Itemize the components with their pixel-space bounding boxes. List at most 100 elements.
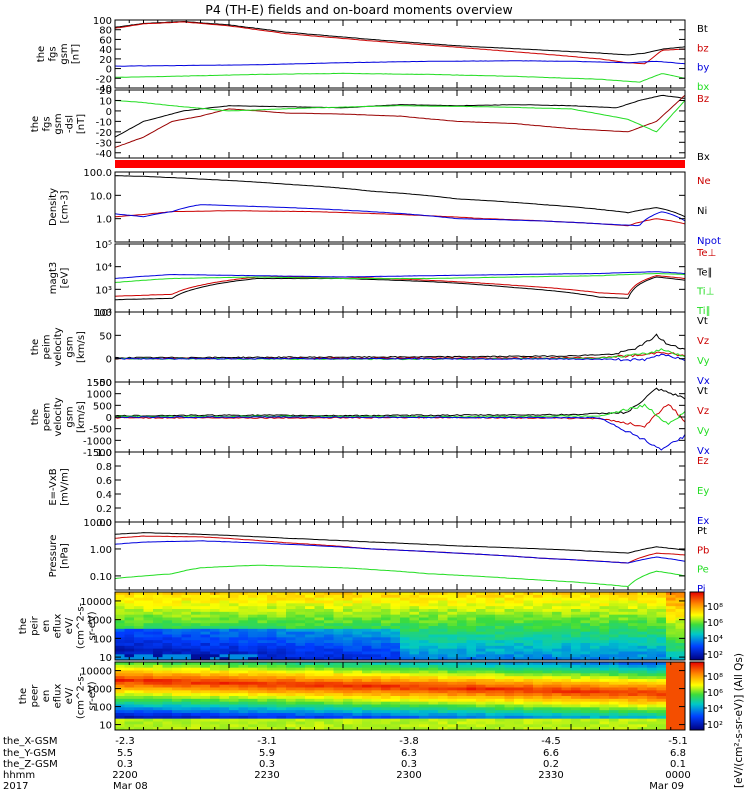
legend-entry: Pi bbox=[697, 584, 706, 595]
y-tick-label: 10⁵ bbox=[95, 240, 112, 251]
legend-entry: Vy bbox=[697, 356, 710, 367]
series-Ti⊥ bbox=[115, 271, 685, 279]
y-axis-label: the bbox=[30, 116, 41, 132]
legend-entry: bx bbox=[697, 82, 709, 93]
y-axis-label: gsm bbox=[59, 43, 70, 64]
y-axis-label: [mV/m] bbox=[60, 468, 71, 506]
y-tick-label: 100 bbox=[93, 703, 112, 714]
panel-density: 100.0 10.0 1.0 Density [cm-3] Ne Ni Npot bbox=[48, 168, 721, 247]
y-tick-label: -40 bbox=[96, 84, 112, 95]
y-tick-label: 1.0 bbox=[96, 448, 112, 459]
series-by bbox=[115, 60, 685, 67]
panel-mode-bar bbox=[115, 160, 685, 168]
y-axis-label: velocity bbox=[53, 327, 64, 366]
y-tick-label: 1000 bbox=[87, 685, 112, 696]
x-tick-value: 2300 bbox=[396, 770, 421, 781]
legend-entry: Npot bbox=[697, 236, 721, 247]
y-tick-label: 10000 bbox=[80, 597, 112, 608]
colorbar-label: [eV/(cm²-s-sr-eV)] (All Qs) bbox=[733, 653, 745, 788]
y-tick-label: 1500 bbox=[87, 378, 112, 389]
y-axis-label: [nT] bbox=[71, 44, 82, 64]
y-tick-label: 10000 bbox=[80, 667, 112, 678]
y-tick-label: 500 bbox=[93, 401, 112, 412]
y-axis-label: peir bbox=[30, 615, 41, 635]
legend-entry: Vy bbox=[697, 426, 710, 437]
y-tick-label: 10⁴ bbox=[95, 263, 112, 274]
y-tick-label: 1.0 bbox=[96, 215, 112, 226]
series-Bz bbox=[115, 94, 685, 138]
y-axis-label: Density bbox=[48, 188, 59, 226]
series-Ti∥ bbox=[115, 273, 685, 283]
y-tick-label: 0 bbox=[106, 65, 112, 76]
y-tick-label: 0 bbox=[106, 355, 112, 366]
legend-entry: Vx bbox=[697, 446, 710, 457]
y-tick-label: -40 bbox=[96, 149, 112, 160]
colorbar bbox=[689, 591, 705, 661]
y-tick-label: 0.0 bbox=[96, 518, 112, 529]
y-axis-label: peem bbox=[42, 403, 53, 431]
y-tick-label: 20 bbox=[99, 86, 112, 97]
x-tick-value: 0000 bbox=[665, 770, 690, 781]
legend-entry: Pb bbox=[697, 545, 709, 556]
series-Ni bbox=[115, 175, 685, 218]
x-tick-value: -5.1 bbox=[668, 736, 688, 747]
y-axis-label: the bbox=[30, 339, 41, 355]
y-tick-label: 10² bbox=[95, 308, 112, 319]
mode-bar bbox=[115, 160, 685, 168]
y-tick-label: 0.2 bbox=[96, 504, 112, 515]
y-axis-label: fgs bbox=[42, 116, 53, 131]
x-row-label: 2017 bbox=[3, 781, 28, 792]
x-tick-value: Mar 08 bbox=[113, 781, 148, 792]
colorbar-tick: 10⁴ bbox=[707, 704, 723, 715]
legend-entry: Vx bbox=[697, 376, 710, 387]
y-axis-label: gsm bbox=[65, 336, 76, 357]
series-Te∥ bbox=[115, 276, 685, 301]
legend-entry: Ez bbox=[697, 456, 709, 467]
y-tick-label: 1.00 bbox=[90, 545, 112, 556]
y-tick-label: 40 bbox=[99, 45, 112, 56]
legend-entry: Ex bbox=[697, 516, 709, 527]
colorbar-tick: 10⁴ bbox=[707, 634, 723, 645]
y-tick-label: 10 bbox=[99, 721, 112, 732]
figure-title: P4 (TH-E) fields and on-board moments ov… bbox=[205, 2, 512, 17]
legend-entry: Ni bbox=[697, 206, 707, 217]
y-tick-label: 0 bbox=[106, 107, 112, 118]
y-axis-label: Pressure bbox=[48, 535, 59, 578]
series-Vt bbox=[115, 333, 685, 359]
legend-entry: Te⊥ bbox=[696, 248, 716, 259]
series-Vt bbox=[115, 387, 685, 417]
x-tick-value: -2.3 bbox=[115, 736, 135, 747]
x-tick-value: -4.5 bbox=[541, 736, 561, 747]
series-Pb bbox=[115, 535, 685, 564]
x-axis-table: the_X-GSM -2.3 -3.1 -3.8 -4.5 -5.1 the_Y-GSM 5.… bbox=[3, 736, 691, 792]
x-tick-value: 2200 bbox=[112, 770, 137, 781]
y-tick-label: 20 bbox=[99, 55, 112, 66]
legend-entry: Ti∥ bbox=[696, 306, 711, 317]
y-tick-label: 50 bbox=[99, 331, 112, 342]
y-tick-label: -50 bbox=[96, 378, 112, 389]
y-axis-label: [eV] bbox=[60, 268, 71, 289]
spectrogram-cells bbox=[115, 592, 685, 660]
y-axis-label: [nT] bbox=[76, 114, 87, 134]
y-axis-label: sr-eV) bbox=[87, 681, 98, 710]
y-axis-label: [nPa] bbox=[60, 543, 71, 569]
x-tick-value: 5.5 bbox=[117, 748, 133, 759]
spectrogram-cells bbox=[115, 662, 685, 730]
x-tick-value: 0.3 bbox=[401, 759, 417, 770]
y-axis-label: magt3 bbox=[48, 262, 59, 295]
y-tick-label: 10 bbox=[99, 96, 112, 107]
colorbar-tick: 10⁸ bbox=[707, 602, 723, 613]
y-axis-label: the bbox=[36, 46, 47, 62]
colorbar-tick: 10⁶ bbox=[707, 688, 723, 699]
series-Npot bbox=[115, 204, 685, 227]
series-Bx bbox=[115, 94, 685, 149]
colorbar-tick: 10⁶ bbox=[707, 618, 723, 629]
panel-ion-velocity: 100 50 0 -50 the peim velocity gsm [km/s] Vt Vz Vy V… bbox=[30, 308, 710, 389]
panel-pressure: 10.00 1.00 0.10 Pressure [nPa] Pt Pb Pe Pi bbox=[48, 518, 709, 595]
series-Bx-green bbox=[115, 100, 685, 133]
colorbar-tick: 10² bbox=[707, 650, 723, 661]
